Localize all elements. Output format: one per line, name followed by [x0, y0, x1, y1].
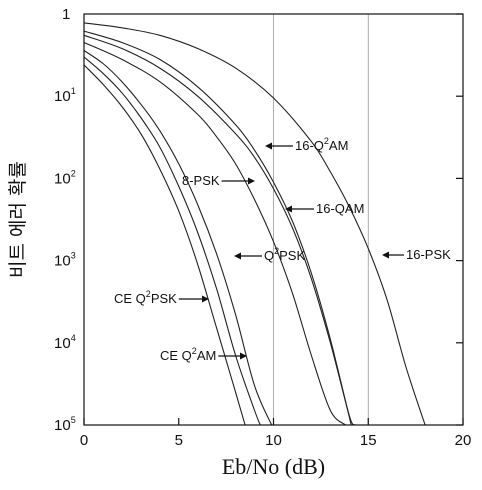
annotation-label: 16-Q2AM [295, 136, 348, 153]
annotation-16psk: 16-PSK [382, 247, 451, 262]
annotation-label: CE Q2AM [160, 346, 216, 363]
annotation-label: CE Q2PSK [114, 289, 177, 306]
arrow-head [248, 177, 255, 185]
x-axis-label: Eb/No (dB) [222, 454, 325, 479]
annotation-label: 16-PSK [406, 247, 451, 262]
arrow-head [382, 251, 389, 259]
series-line-q2psk [83, 50, 273, 426]
y-tick-label: 105 [54, 415, 76, 434]
x-tick-label: 0 [80, 432, 88, 449]
y-tick-label: 104 [54, 333, 76, 352]
y-axis-label: 비트 에러 확률 [7, 161, 29, 278]
arrow-head [234, 252, 241, 260]
series-line-16q2am [83, 30, 352, 426]
annotation-8psk: 8-PSK [182, 173, 255, 188]
annotation-ceq2psk: CE Q2PSK [114, 289, 209, 306]
series-line-16qam [83, 34, 356, 426]
annotation-16qam: 16-QAM [285, 201, 364, 216]
y-tick-label: 102 [54, 168, 76, 187]
x-tick-label: 15 [360, 432, 377, 449]
annotation-label: 16-QAM [316, 201, 364, 216]
arrow-head [285, 205, 292, 213]
annotation-q2psk: Q2PSK [234, 246, 305, 263]
grid-layer [273, 14, 369, 425]
annotation-label: 8-PSK [182, 173, 220, 188]
arrow-head [265, 142, 272, 150]
x-tick-label: 10 [265, 432, 282, 449]
tick-layer: 0 5 10 15 20 1 101 102 103 104 105 [54, 6, 471, 449]
series-line-16psk [83, 22, 426, 426]
y-tick-label: 1 [62, 6, 70, 23]
y-tick-label: 103 [54, 251, 76, 270]
annotation-16q2am: 16-Q2AM [265, 136, 348, 153]
curve-layer [83, 22, 426, 426]
annotation-label: Q2PSK [264, 246, 305, 263]
series-line-ceq2am [83, 64, 246, 426]
x-tick-label: 5 [175, 432, 183, 449]
arrow-head [202, 295, 209, 303]
annotation-ceq2am: CE Q2AM [160, 346, 247, 363]
x-tick-label: 20 [455, 432, 472, 449]
series-line-ceq2psk [83, 56, 261, 426]
arrow-head [240, 352, 247, 360]
series-line-8psk [83, 41, 346, 426]
annotation-layer: CE Q2AM CE Q2PSK Q2PSK 8-PSK 16-QAM 16-Q2AM 16… [114, 136, 451, 363]
y-tick-label: 101 [54, 86, 76, 105]
